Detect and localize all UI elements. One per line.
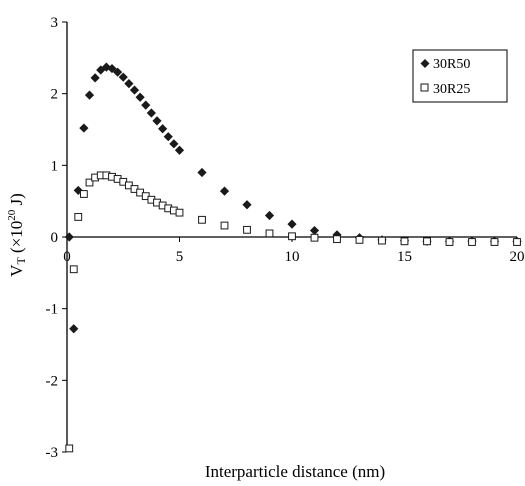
data-point-square [69,265,78,274]
legend-marker-square [420,83,429,92]
y-tick-label: -3 [46,445,59,461]
data-point-diamond [264,210,275,221]
legend-box [412,49,508,103]
x-tick-label: 15 [397,249,412,265]
data-point-diamond [118,72,128,82]
legend-marker-diamond [420,59,430,68]
data-point-diamond [158,124,168,134]
data-point-square [65,444,74,453]
y-tick-label: 3 [51,15,59,31]
data-point-diamond [141,100,151,110]
data-point-diamond [129,85,140,95]
data-point-diamond [96,65,106,75]
data-point-diamond [79,123,89,133]
data-point-square [74,213,83,221]
data-point-diamond [287,219,297,229]
data-point-diamond [242,200,252,210]
y-tick-label: 1 [51,158,59,174]
data-point-square [333,235,341,244]
x-tick-label: 20 [510,249,525,265]
data-point-square [378,236,386,245]
data-point-square [265,229,274,238]
series-30R50 [64,62,522,334]
data-point-diamond [135,92,145,102]
y-tick-label: 0 [51,230,59,246]
data-point-square [79,190,88,198]
data-point-diamond [84,90,95,100]
legend-entry-30R50: 30R50 [420,57,470,72]
data-point-square [85,178,94,187]
y-tick-label: -2 [46,373,59,389]
data-point-diamond [197,167,207,178]
x-tick-label: 5 [176,249,184,265]
data-point-square [355,235,364,244]
data-point-diamond [113,67,123,77]
data-point-square [175,208,184,217]
legend-entry-30R25: 30R25 [420,82,470,97]
x-tick-label: 10 [285,249,300,265]
data-point-diamond [64,232,74,242]
legend: 30R50 30R25 [412,49,508,103]
data-point-square [400,237,409,246]
data-point-square [423,237,431,246]
data-point-square [243,225,251,234]
data-point-square [310,233,319,242]
data-point-diamond [169,139,179,149]
data-point-diamond [107,63,117,74]
legend-label: 30R50 [433,57,470,72]
data-point-diamond [163,132,173,142]
data-point-square [220,221,229,230]
data-point-diamond [309,225,320,236]
y-tick-label: -1 [46,302,59,318]
data-point-diamond [152,116,162,126]
data-point-diamond [146,108,156,118]
data-point-diamond [174,145,185,155]
x-axis-title: Interparticle distance (nm) [205,462,385,481]
data-point-diamond [69,324,79,334]
data-point-diamond [124,79,134,89]
data-series [64,62,522,453]
y-axis-title: VT (×1020 J) [6,193,28,277]
legend-label: 30R25 [433,82,470,97]
data-point-square [288,232,296,241]
x-tick-label: 0 [63,249,71,265]
data-point-square [490,238,499,246]
data-point-diamond [90,73,100,83]
series-30R25 [65,171,521,453]
data-point-square [198,215,206,224]
y-tick-label: 2 [51,87,59,103]
data-point-diamond [219,186,230,196]
data-point-square [468,238,476,246]
axes: -3 -2 -1 0 1 2 3 0 5 10 15 20 [46,15,525,461]
data-point-square [445,238,454,246]
data-point-square [513,238,521,246]
